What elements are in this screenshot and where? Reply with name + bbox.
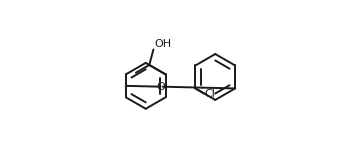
Text: Cl: Cl [205, 89, 216, 99]
Text: O: O [156, 82, 165, 92]
Text: OH: OH [154, 39, 171, 49]
